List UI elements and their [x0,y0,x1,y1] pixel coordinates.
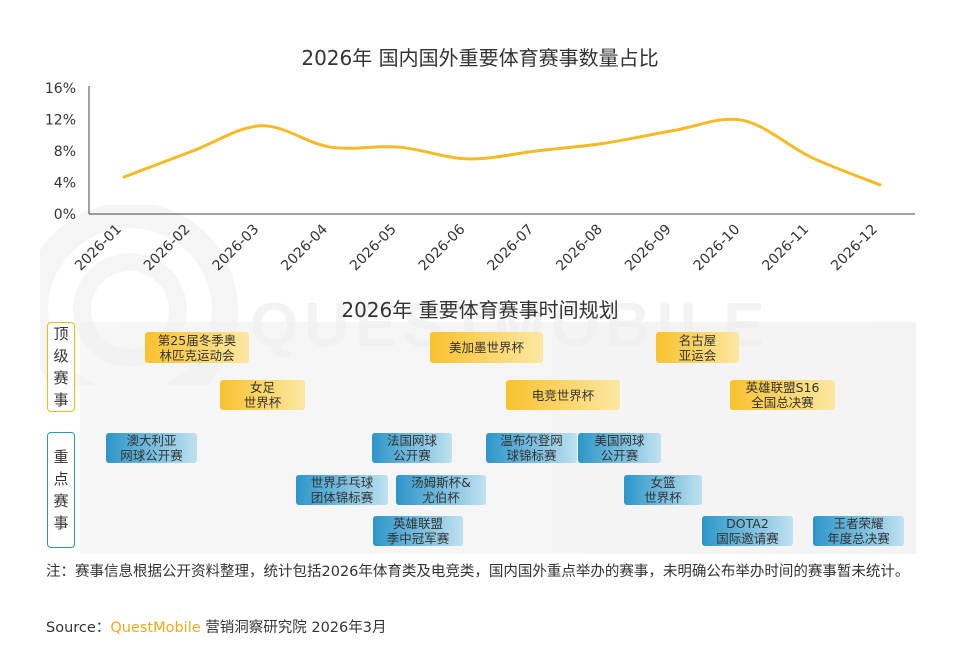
y-tick-label: 0% [54,207,76,223]
event-fifa-world-cup: 美加墨世界杯 [430,332,543,363]
category-label-key: 重点赛事 [47,432,75,548]
x-tick-label: 2026-07 [485,222,538,275]
x-tick-label: 2026-01 [72,222,125,275]
event-french-open: 法国网球 公开赛 [372,433,452,463]
event-womens-basketball-world-cup: 女篮 世界杯 [624,475,702,505]
x-tick-label: 2026-12 [828,222,881,275]
event-wimbledon: 温布尔登网 球锦标赛 [486,433,577,463]
x-tick-label: 2026-08 [553,222,606,275]
event-esports-world-cup: 电竞世界杯 [506,380,620,410]
line-chart-title: 2026年 国内国外重要体育赛事数量占比 [301,46,659,70]
category-label-top: 顶级赛事 [47,322,75,412]
event-australian-open: 澳大利亚 网球公开赛 [106,433,197,463]
source-line: Source：QuestMobile 营销洞察研究院 2026年3月 [46,616,387,637]
timeline-title: 2026年 重要体育赛事时间规划 [341,298,619,322]
series-line [122,117,882,187]
y-tick-label: 4% [54,176,76,192]
event-us-open: 美国网球 公开赛 [578,433,661,463]
x-tick-label: 2026-11 [759,222,812,275]
event-thomas-uber-cup: 汤姆斯杯& 尤伯杯 [396,475,486,505]
x-tick-label: 2026-03 [210,222,263,275]
x-tick-label: 2026-02 [141,222,194,275]
event-world-table-tennis: 世界乒乓球 团体锦标赛 [296,475,388,505]
event-honor-of-kings-finals: 王者荣耀 年度总决赛 [813,516,904,546]
event-lol-s16-finals: 英雄联盟S16 全国总决赛 [730,380,835,410]
y-tick-label: 12% [45,113,76,129]
y-tick-label: 16% [45,81,76,97]
line-chart: 0% 4% 8% 12% 16% 2026-01 2026-02 2026-03 2026-04… [45,81,915,275]
footnote: 注：赛事信息根据公开资料整理，统计包括2026年体育类及电竞类，国内国外重点举办… [46,564,910,580]
x-tick-label: 2026-05 [347,222,400,275]
source-suffix: 营销洞察研究院 2026年3月 [205,620,387,636]
y-tick-label: 8% [54,144,76,160]
x-tick-label: 2026-10 [691,222,744,275]
event-lol-msi: 英雄联盟 季中冠军赛 [373,516,463,546]
event-nagoya-asian-games: 名古屋 亚运会 [656,332,739,363]
x-tick-label: 2026-06 [416,221,469,274]
x-tick-label: 2026-09 [622,222,675,275]
source-label: Source： [46,620,111,636]
event-dota2-international: DOTA2 国际邀请赛 [702,516,793,546]
x-tick-label: 2026-04 [278,221,331,274]
source-brand: QuestMobile [110,620,201,636]
event-womens-world-cup: 女足 世界杯 [220,380,305,410]
event-winter-olympics: 第25届冬季奥 林匹克运动会 [145,332,249,363]
